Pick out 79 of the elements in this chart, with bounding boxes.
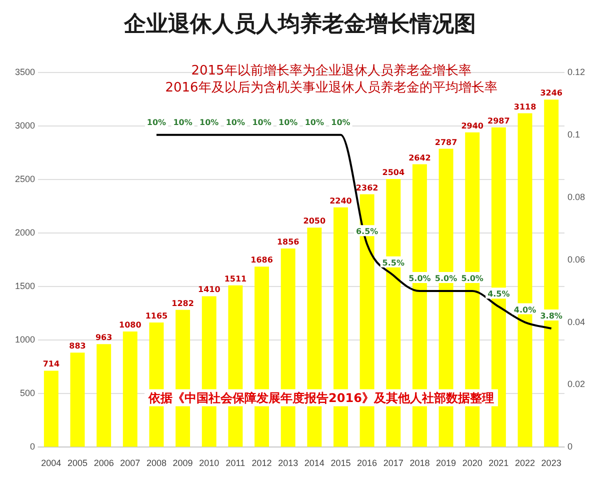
y-tick-label: 1000	[14, 334, 36, 345]
y2-tick-label: 0.12	[567, 66, 586, 77]
data-label: 963	[95, 333, 112, 342]
data-label: 1511	[224, 274, 248, 284]
x-tick-label: 2015	[330, 458, 351, 468]
x-tick-label: 2013	[278, 458, 298, 468]
data-label: 10%	[304, 118, 324, 127]
x-tick-label: 2017	[383, 458, 404, 468]
x-tick-label: 2008	[146, 458, 166, 468]
data-label: 10%	[252, 118, 272, 127]
y-tick-label: 1500	[14, 281, 36, 292]
data-label: 2642	[408, 153, 431, 162]
y2-tick-label: 0.08	[567, 192, 586, 202]
x-tick-label: 2020	[462, 458, 482, 468]
x-tick-label: 2011	[226, 458, 246, 468]
x-tick-label: 2023	[541, 458, 562, 468]
y2-tick-label: 0.04	[567, 316, 586, 327]
y-tick-label: 500	[20, 388, 36, 398]
data-label: 1686	[250, 256, 274, 265]
data-label: 2787	[434, 138, 458, 147]
data-label: 4.0%	[514, 305, 536, 314]
x-tick-label: 2014	[304, 458, 324, 468]
data-label: 5.5%	[382, 258, 404, 268]
y-tick-label: 0	[30, 442, 36, 452]
x-tick-label: 2007	[120, 458, 140, 468]
bar	[96, 344, 112, 447]
data-label: 3.8%	[540, 312, 562, 321]
data-label: 3118	[514, 102, 537, 112]
annotation: 依据《中国社会保障发展年度报告2016》及其他人社部数据整理	[148, 391, 494, 406]
data-label: 5.0%	[408, 274, 431, 284]
y-tick-label: 3500	[14, 66, 36, 77]
data-label: 2987	[488, 116, 510, 126]
annotation: 2015年以前增长率为企业退休人员养老金增长率	[191, 62, 472, 78]
data-label: 2940	[461, 121, 484, 130]
data-label: 2050	[303, 216, 326, 226]
data-label: 714	[42, 360, 60, 369]
data-label: 10%	[146, 118, 166, 127]
x-tick-label: 2018	[410, 458, 430, 468]
y2-tick-label: 0.06	[567, 254, 586, 264]
data-label: 10%	[173, 118, 192, 127]
data-label: 883	[69, 342, 86, 351]
y2-tick-label: 0	[567, 442, 572, 452]
x-tick-label: 2009	[172, 458, 193, 468]
data-label: 10%	[226, 118, 246, 127]
data-label: 2240	[330, 196, 352, 206]
x-tick-label: 2016	[357, 458, 378, 468]
data-label: 2504	[382, 168, 405, 178]
data-label: 1410	[198, 285, 221, 294]
y-tick-label: 2500	[14, 174, 36, 184]
data-label: 1165	[145, 311, 168, 320]
x-tick-label: 2021	[488, 458, 509, 468]
x-tick-label: 2006	[94, 458, 114, 468]
data-label: 3246	[540, 88, 563, 98]
x-tick-label: 2004	[41, 458, 62, 468]
bar	[70, 352, 85, 447]
bar	[122, 332, 138, 447]
y2-tick-label: 0.1	[567, 129, 580, 140]
x-tick-label: 2010	[199, 458, 220, 468]
data-label: 10%	[331, 118, 350, 127]
data-label: 10%	[278, 118, 298, 127]
data-label: 4.5%	[488, 290, 510, 299]
data-label: 5.0%	[461, 274, 484, 284]
annotation: 2016年及以后为含机关事业退休人员养老金的平均增长率	[165, 79, 498, 96]
y2-tick-label: 0.02	[567, 379, 586, 390]
data-label: 1080	[119, 320, 142, 330]
x-tick-label: 2022	[514, 458, 536, 468]
data-label: 6.5%	[356, 227, 378, 236]
x-tick-label: 2019	[436, 458, 456, 468]
data-label: 10%	[200, 118, 219, 127]
x-tick-label: 2012	[252, 458, 272, 468]
y-tick-label: 2000	[14, 228, 36, 238]
data-label: 5.0%	[434, 274, 458, 284]
data-label: 1856	[276, 237, 300, 246]
x-tick-label: 2005	[67, 458, 88, 468]
bar	[44, 370, 58, 447]
data-label: 1282	[172, 298, 194, 308]
data-label: 2362	[356, 183, 378, 192]
y-tick-label: 3000	[14, 120, 36, 130]
chart-title: 企业退休人员人均养老金增长情况图	[123, 10, 476, 37]
